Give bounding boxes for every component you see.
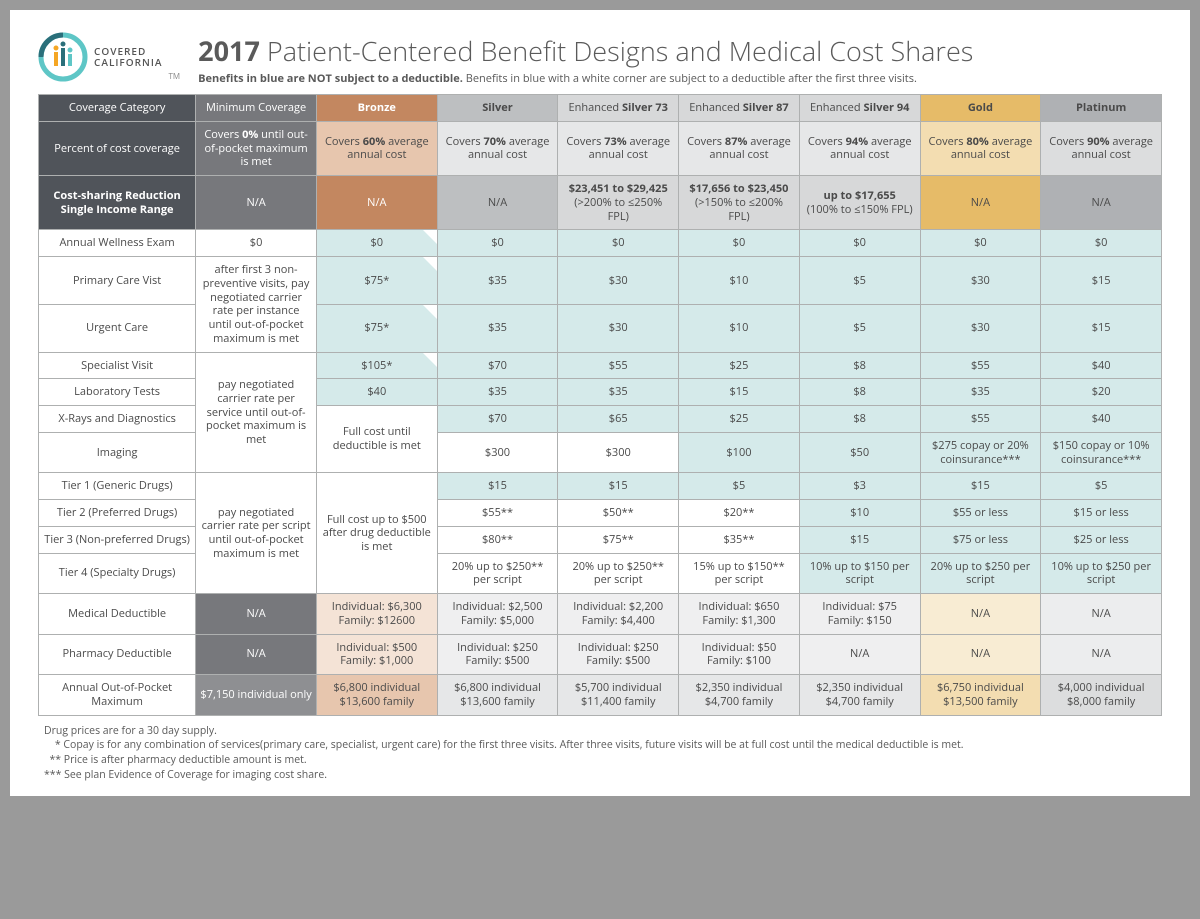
row-pharm-ded: Pharmacy Deductible N/A Individual: $500… bbox=[39, 634, 1162, 675]
row-csr: Cost-sharing Reduction Single Income Ran… bbox=[39, 176, 1162, 230]
logo-icon bbox=[38, 32, 88, 82]
footnote-3: *** See plan Evidence of Coverage for im… bbox=[44, 768, 1162, 783]
footnote-2: ** Price is after pharmacy deductible am… bbox=[44, 753, 1162, 768]
col-bronze: Bronze bbox=[316, 95, 437, 122]
row-wellness: Annual Wellness Exam $0 $0 $0 $0 $0 $0 $… bbox=[39, 230, 1162, 257]
header-row: Coverage Category Minimum Coverage Bronz… bbox=[39, 95, 1162, 122]
col-gold: Gold bbox=[920, 95, 1041, 122]
col-platinum: Platinum bbox=[1041, 95, 1162, 122]
trademark: TM bbox=[169, 71, 181, 82]
row-t1: Tier 1 (Generic Drugs) pay negotiated ca… bbox=[39, 473, 1162, 500]
row-med-ded: Medical Deductible N/A Individual: $6,30… bbox=[39, 594, 1162, 635]
row-primary: Primary Care Vist after first 3 non-prev… bbox=[39, 257, 1162, 305]
benefits-table: Coverage Category Minimum Coverage Bronz… bbox=[38, 94, 1162, 716]
row-label: Cost-sharing Reduction Single Income Ran… bbox=[39, 176, 196, 230]
page-title: 2017 Patient-Centered Benefit Designs an… bbox=[198, 32, 973, 69]
row-specialist: Specialist Visit pay negotiated carrier … bbox=[39, 352, 1162, 379]
footnote-0: Drug prices are for a 30 day supply. bbox=[44, 724, 1162, 739]
footnote-1: * Copay is for any combination of servic… bbox=[44, 738, 1162, 753]
row-percent: Percent of cost coverage Covers 0% until… bbox=[39, 121, 1162, 175]
brand-line2: CALIFORNIA bbox=[94, 57, 163, 68]
col-es73: Enhanced Silver 73 bbox=[558, 95, 679, 122]
col-es87: Enhanced Silver 87 bbox=[679, 95, 800, 122]
page-subtitle: Benefits in blue are NOT subject to a de… bbox=[198, 71, 973, 86]
footnotes: Drug prices are for a 30 day supply. * C… bbox=[38, 724, 1162, 783]
document-page: COVERED CALIFORNIA TM 2017 Patient-Cente… bbox=[10, 10, 1190, 796]
page-header: COVERED CALIFORNIA TM 2017 Patient-Cente… bbox=[38, 32, 1162, 86]
col-min: Minimum Coverage bbox=[196, 95, 317, 122]
brand-logo: COVERED CALIFORNIA TM bbox=[38, 32, 180, 82]
row-label: Percent of cost coverage bbox=[39, 121, 196, 175]
row-oop: Annual Out-of-Pocket Maximum $7,150 indi… bbox=[39, 675, 1162, 716]
col-es94: Enhanced Silver 94 bbox=[799, 95, 920, 122]
col-silver: Silver bbox=[437, 95, 558, 122]
col-category: Coverage Category bbox=[39, 95, 196, 122]
